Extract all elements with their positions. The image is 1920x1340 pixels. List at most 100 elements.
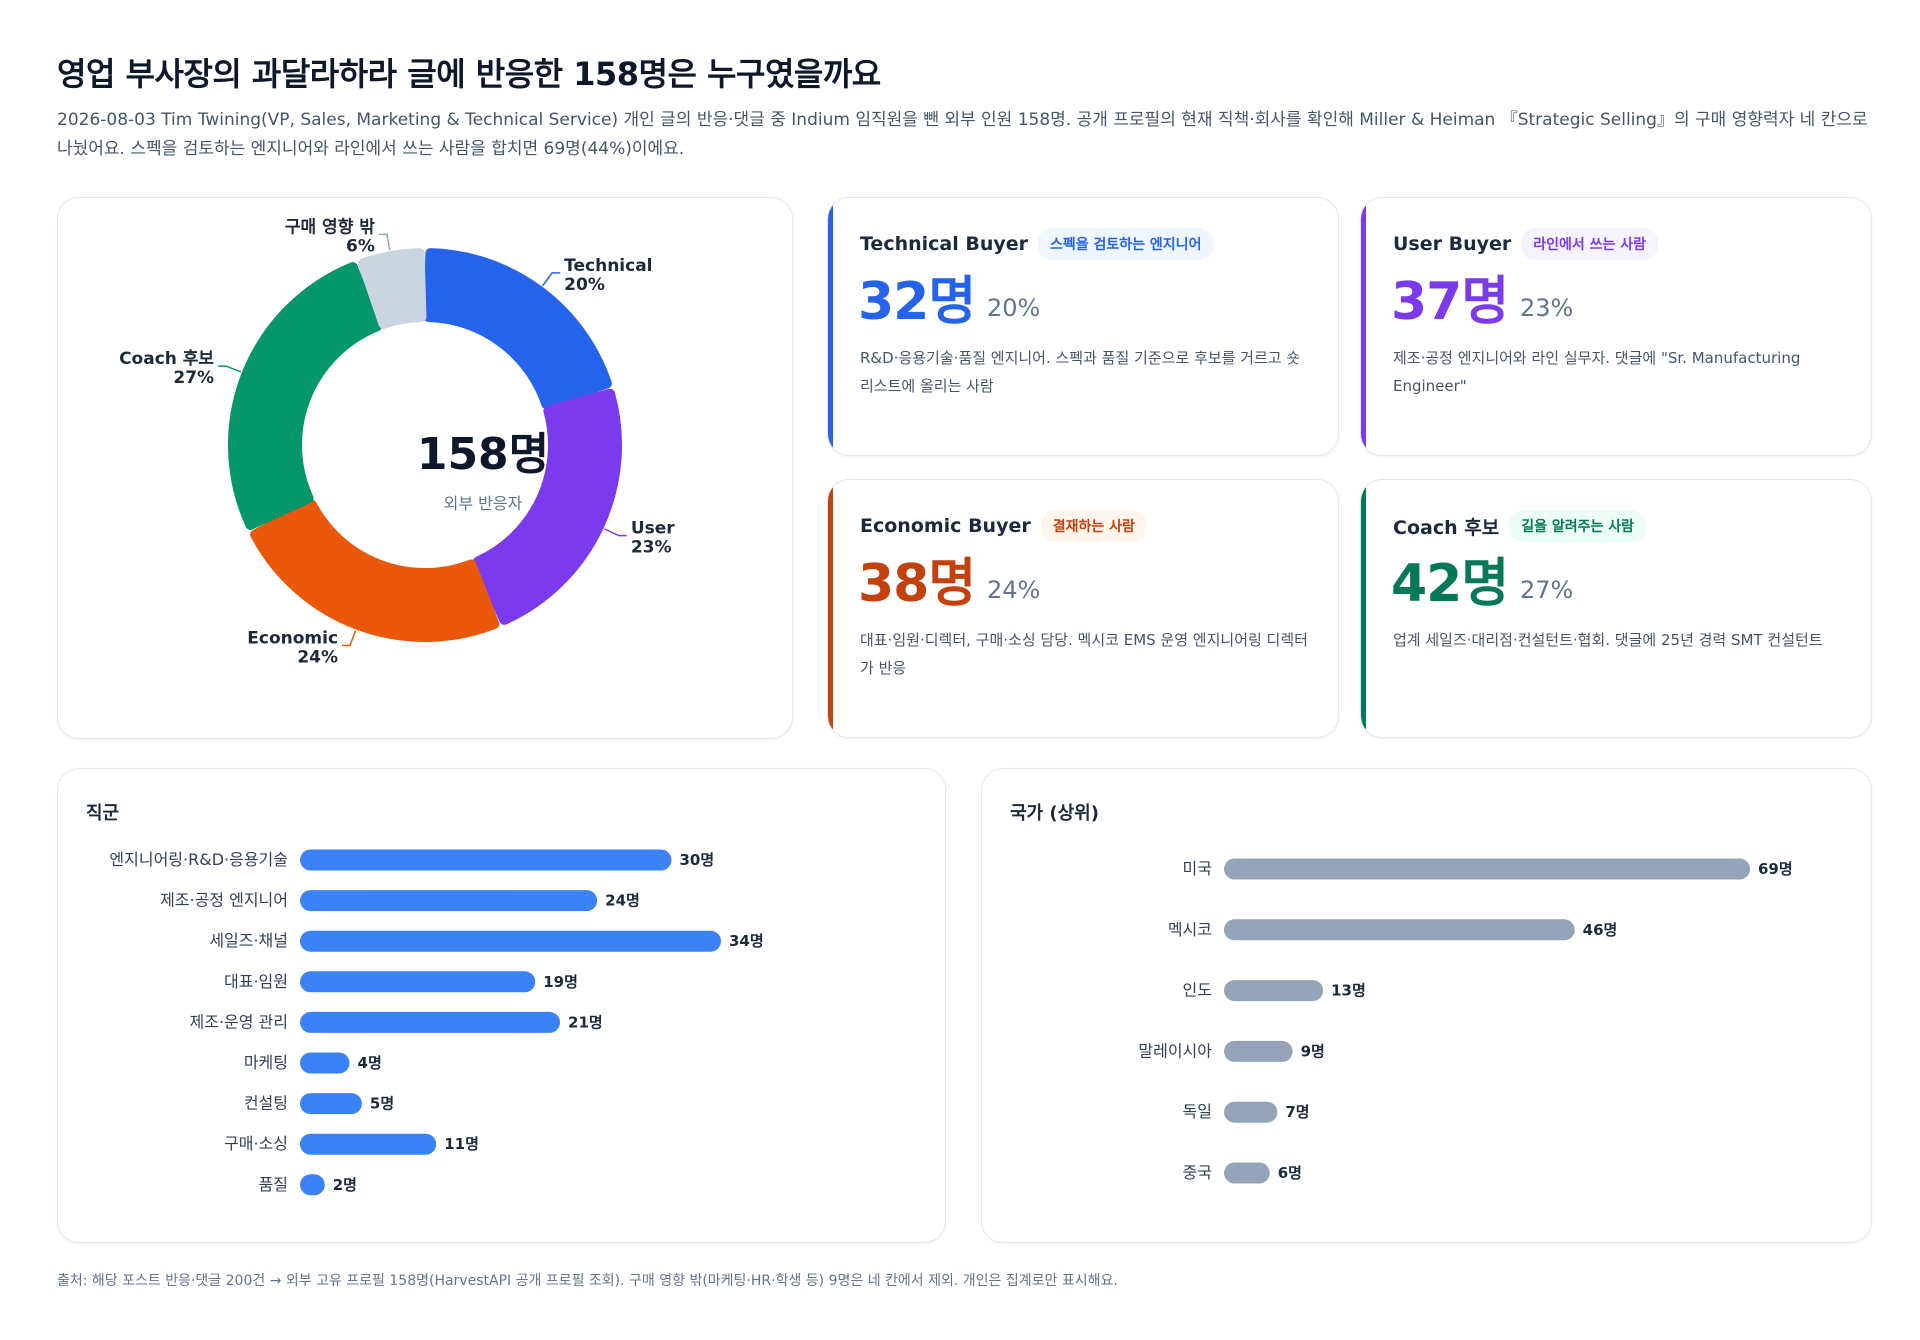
donut-label-percent: 24% xyxy=(297,647,338,667)
bar-value-label: 9명 xyxy=(1301,1042,1325,1060)
buyer-tag: 길을 알려주는 사람 xyxy=(1509,510,1646,542)
bar-value-label: 19명 xyxy=(543,973,578,991)
bar-value-label: 13명 xyxy=(1331,982,1366,1000)
country-card: 국가 (상위) 미국 69명 멕시코 46명 인도 13명 말레이시아 9명 독일 7명 중국 6명 xyxy=(981,768,1872,1243)
donut-leader-line xyxy=(542,272,561,287)
job-function-card: 직군 엔지니어링·R&D·응용기술 30명 제조·공정 엔지니어 24명 세일즈·채널 3… xyxy=(57,768,946,1243)
buyer-description: 업계 세일즈·대리점·컨설턴트·협회. 댓글에 25년 경력 SMT 컨설턴트 xyxy=(1393,631,1823,649)
donut-label-name: Technical xyxy=(564,256,652,276)
bar-category-label: 엔지니어링·R&D·응용기술 xyxy=(109,850,288,869)
bar xyxy=(1224,1101,1278,1123)
bar xyxy=(300,890,598,912)
bar xyxy=(300,1011,561,1033)
donut-label-percent: 23% xyxy=(631,538,672,558)
page-header: 영업 부사장의 과달라하라 글에 반응한 158명은 누구였을까요 2026-0… xyxy=(57,50,1877,164)
donut-leader-line xyxy=(378,233,391,251)
bar-value-label: 2명 xyxy=(333,1176,357,1194)
donut-slice xyxy=(250,499,500,642)
bar-category-label: 멕시코 xyxy=(1168,920,1212,939)
country-chart-title: 국가 (상위) xyxy=(1010,803,1099,824)
buyer-name: Economic Buyer xyxy=(860,515,1031,537)
bar-category-label: 말레이시아 xyxy=(1138,1041,1212,1060)
bar-value-label: 4명 xyxy=(358,1054,382,1072)
bar-value-label: 6명 xyxy=(1278,1164,1302,1182)
bar xyxy=(300,1133,437,1155)
bar xyxy=(300,849,672,871)
donut-label-name: 구매 영향 밖 xyxy=(285,216,375,237)
bar-category-label: 제조·공정 엔지니어 xyxy=(160,891,288,910)
donut-center-total: 158명 xyxy=(416,429,550,480)
buyer-name: Coach 후보 xyxy=(1393,516,1500,539)
bar xyxy=(1224,1040,1293,1062)
buyer-percent: 24% xyxy=(987,576,1041,604)
coach-card: Coach 후보 길을 알려주는 사람 42명 27% 업계 세일즈·대리점·컨… xyxy=(1360,479,1872,738)
donut-leader-line xyxy=(218,365,242,373)
bar xyxy=(300,1174,325,1196)
donut-label-percent: 6% xyxy=(346,236,375,256)
buyer-tag: 스펙을 검토하는 엔지니어 xyxy=(1038,228,1214,260)
bar-value-label: 24명 xyxy=(605,892,640,910)
bar-category-label: 대표·임원 xyxy=(224,972,288,991)
bar-category-label: 컨설팅 xyxy=(244,1094,288,1113)
user-buyer-card: User Buyer 라인에서 쓰는 사람 37명 23% 제조·공정 엔지니어… xyxy=(1360,197,1872,456)
card-accent-bar xyxy=(828,480,833,737)
bar-value-label: 69명 xyxy=(1758,860,1793,878)
buyer-tag: 결재하는 사람 xyxy=(1040,510,1147,542)
bar-value-label: 30명 xyxy=(679,851,714,869)
donut-slice xyxy=(423,248,612,409)
economic-buyer-card: Economic Buyer 결재하는 사람 38명 24% 대표·임원·디렉터… xyxy=(827,479,1339,738)
buyer-percent: 23% xyxy=(1520,294,1574,322)
donut-label-name: User xyxy=(631,519,675,539)
bar xyxy=(300,971,536,993)
card-accent-bar xyxy=(1361,480,1366,737)
buyer-count: 42명 xyxy=(1391,554,1509,614)
buyer-description: R&D·응용기술·품질 엔지니어. 스펙과 품질 기준으로 후보를 거르고 숏리… xyxy=(860,349,1301,395)
bar-category-label: 세일즈·채널 xyxy=(209,931,288,950)
buyer-tag: 라인에서 쓰는 사람 xyxy=(1521,228,1659,260)
card-accent-bar xyxy=(1361,198,1366,455)
bar xyxy=(300,930,721,952)
donut-slice xyxy=(357,248,427,329)
buyer-description: 대표·임원·디렉터, 구매·소싱 담당. 멕시코 EMS 운영 엔지니어링 디렉… xyxy=(860,631,1308,677)
page-subtitle: 2026-08-03 Tim Twining(VP, Sales, Market… xyxy=(57,110,1868,159)
bar-value-label: 46명 xyxy=(1583,921,1618,939)
bar-category-label: 구매·소싱 xyxy=(224,1134,288,1153)
buyer-percent: 27% xyxy=(1520,576,1574,604)
bar-category-label: 품질 xyxy=(259,1175,288,1194)
bar-category-label: 마케팅 xyxy=(244,1053,288,1072)
bar xyxy=(1224,919,1575,941)
bar xyxy=(1224,858,1750,880)
technical-buyer-card: Technical Buyer 스펙을 검토하는 엔지니어 32명 20% R&… xyxy=(827,197,1339,456)
donut-label-name: Economic xyxy=(247,628,338,648)
bar-value-label: 5명 xyxy=(370,1095,394,1113)
bar xyxy=(1224,1162,1270,1184)
donut-leader-line xyxy=(342,630,357,647)
buyer-count: 32명 xyxy=(858,272,976,332)
donut-label-name: Coach 후보 xyxy=(119,348,214,369)
bar-value-label: 21명 xyxy=(568,1013,603,1031)
donut-label-percent: 20% xyxy=(564,275,605,295)
bar-category-label: 제조·운영 관리 xyxy=(190,1012,289,1031)
donut-chart-card: Technical 20% User 23% Economic 24% Coach 후보 27… xyxy=(57,197,793,739)
donut-center-label: 외부 반응자 xyxy=(443,494,523,513)
bar-value-label: 11명 xyxy=(444,1135,479,1153)
buyer-percent: 20% xyxy=(987,294,1041,322)
buyer-name: User Buyer xyxy=(1393,233,1512,255)
bar xyxy=(1224,980,1324,1002)
buyer-name: Technical Buyer xyxy=(860,233,1029,255)
buyer-count: 38명 xyxy=(858,554,976,614)
donut-slice xyxy=(228,262,382,530)
bar xyxy=(300,1093,362,1115)
buyer-count: 37명 xyxy=(1391,272,1509,332)
bar-value-label: 7명 xyxy=(1285,1103,1309,1121)
bar-category-label: 미국 xyxy=(1183,859,1212,878)
bar-value-label: 34명 xyxy=(729,932,764,950)
page-title: 영업 부사장의 과달라하라 글에 반응한 158명은 누구였을까요 xyxy=(57,55,881,93)
bar-category-label: 중국 xyxy=(1183,1163,1212,1182)
card-accent-bar xyxy=(828,198,833,455)
buyer-description: 제조·공정 엔지니어와 라인 실무자. 댓글에 "Sr. Manufacturi… xyxy=(1393,349,1801,395)
donut-slice xyxy=(472,388,622,625)
bar xyxy=(300,1052,350,1074)
